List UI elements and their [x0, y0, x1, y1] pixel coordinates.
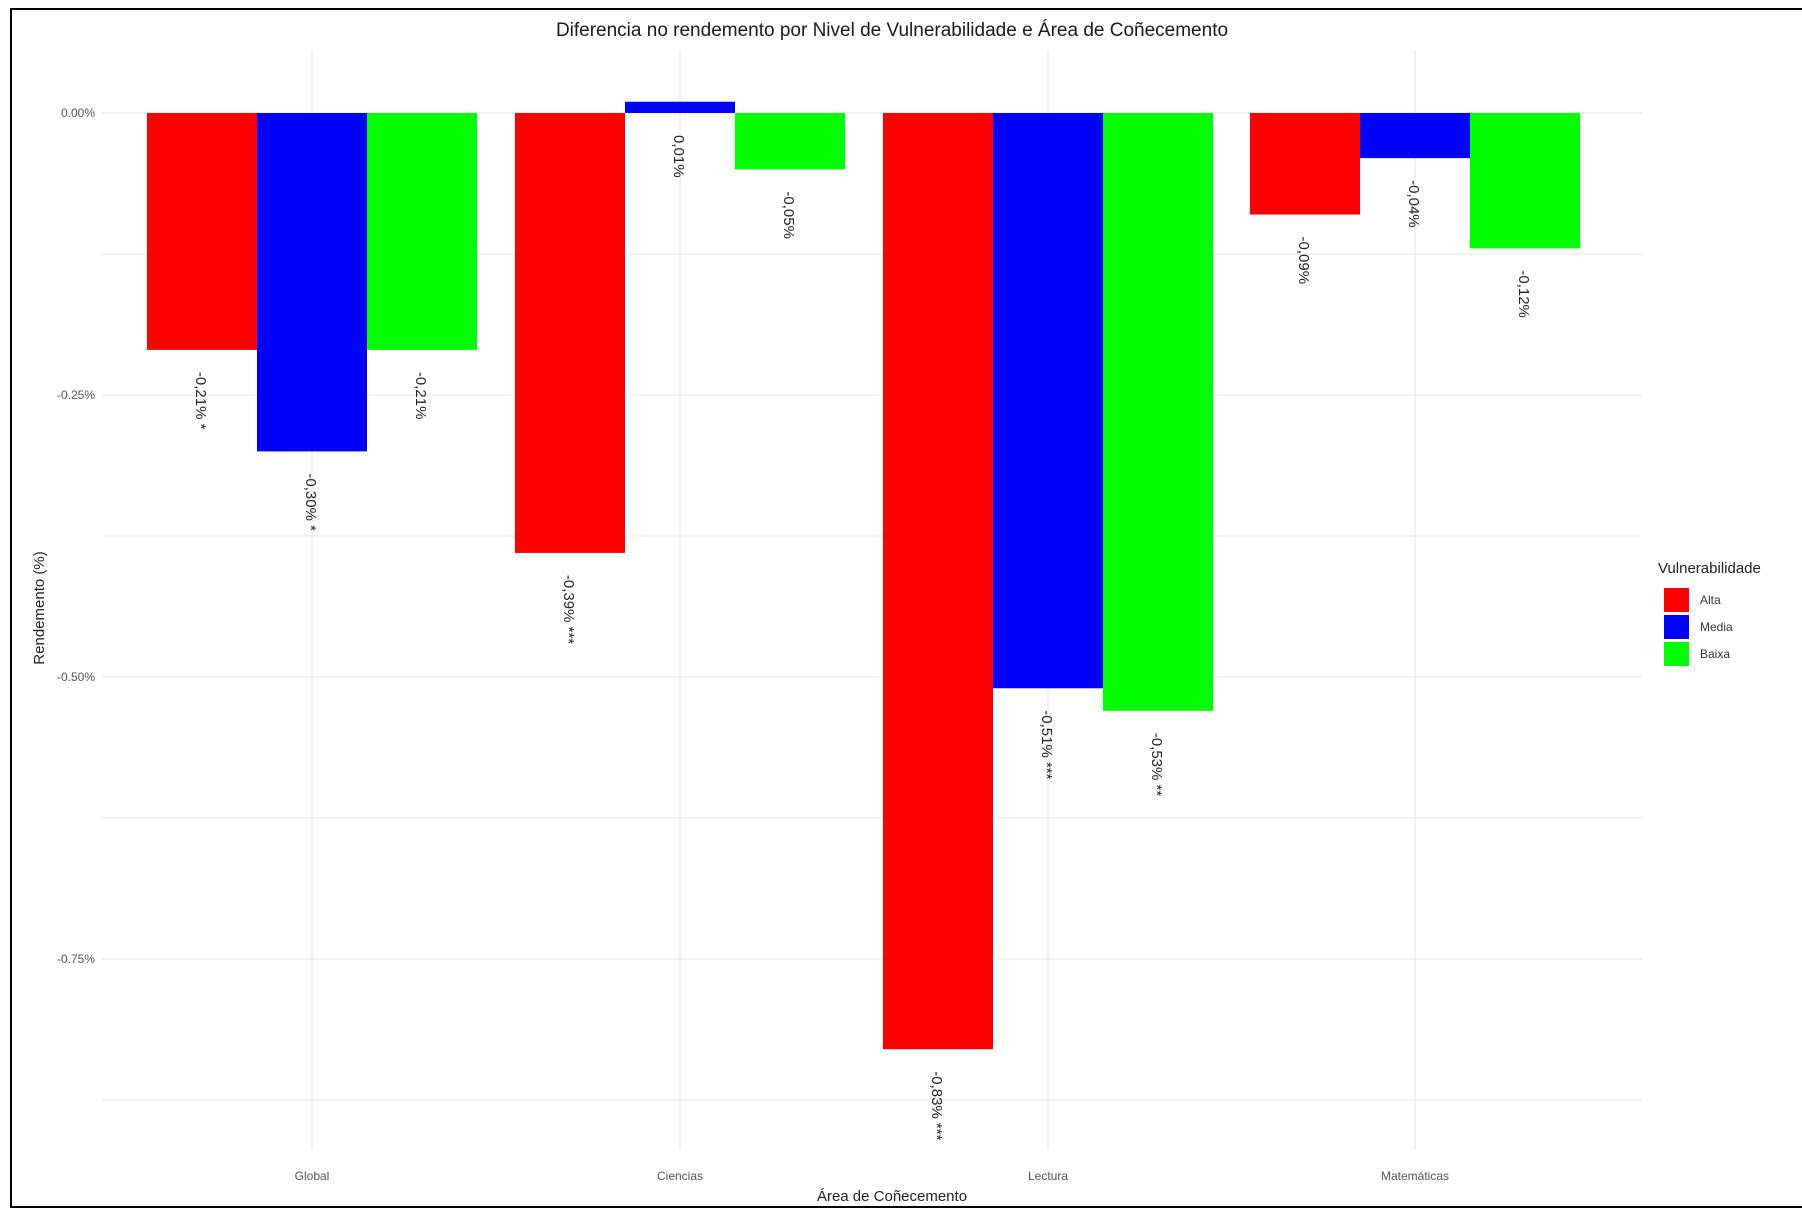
legend-label: Alta — [1700, 593, 1721, 607]
bar — [367, 113, 477, 350]
data-label: -0,39% *** — [560, 575, 577, 644]
y-tick-layer: 0.00% -0.25% -0.50% -0.75% — [57, 106, 95, 966]
legend-label: Baixa — [1700, 647, 1730, 661]
y-axis-title: Rendemento (%) — [31, 551, 48, 664]
data-label: 0,01% — [670, 135, 687, 178]
y-tick-label: -0.25% — [57, 388, 95, 402]
legend-swatch — [1664, 642, 1689, 666]
x-tick-layer: Global Ciencias Lectura Matemáticas — [295, 1169, 1449, 1183]
legend-swatch — [1664, 615, 1689, 639]
x-tick-label: Matemáticas — [1381, 1169, 1449, 1183]
bar — [1470, 113, 1580, 249]
legend-title: Vulnerabilidade — [1658, 560, 1761, 577]
bar — [147, 113, 257, 350]
x-axis-title: Área de Coñecemento — [817, 1188, 967, 1205]
legend-items: Alta Media Baixa — [1664, 588, 1733, 666]
bar-layer — [147, 101, 1580, 1050]
y-tick-label: 0.00% — [61, 106, 95, 120]
bar — [625, 101, 735, 113]
data-label: -0,09% — [1295, 237, 1312, 285]
bar — [257, 113, 367, 452]
x-tick-label: Global — [295, 1169, 330, 1183]
bar-chart: -0,21% * -0,39% *** -0,83% *** -0,09% -0,30%… — [31, 20, 1761, 1205]
data-label: -0,83% *** — [928, 1071, 945, 1140]
chart-title: Diferencia no rendemento por Nivel de Vu… — [556, 20, 1228, 41]
legend-label: Media — [1700, 620, 1733, 634]
data-label: -0,05% — [780, 191, 797, 239]
data-label: -0,12% — [1515, 270, 1532, 318]
data-label: -0,30% * — [302, 473, 319, 531]
bar — [735, 113, 845, 170]
data-label: -0,51% *** — [1038, 710, 1055, 779]
bar — [883, 113, 993, 1050]
bar — [1250, 113, 1360, 215]
data-label: -0,53% ** — [1148, 733, 1165, 797]
bar — [993, 113, 1103, 689]
y-tick-label: -0.50% — [57, 670, 95, 684]
x-tick-label: Ciencias — [657, 1169, 703, 1183]
bar — [1103, 113, 1213, 711]
y-tick-label: -0.75% — [57, 952, 95, 966]
data-label-layer: -0,21% * -0,39% *** -0,83% *** -0,09% -0,30%… — [192, 135, 1532, 1141]
legend: Vulnerabilidade Alta Media Baixa — [1658, 560, 1761, 666]
data-label: -0,21% — [412, 372, 429, 420]
bar — [515, 113, 625, 553]
chart-frame: -0,21% * -0,39% *** -0,83% *** -0,09% -0,30%… — [10, 8, 1802, 1208]
legend-swatch — [1664, 588, 1689, 612]
data-label: -0,21% * — [192, 372, 209, 430]
bar — [1360, 113, 1470, 159]
x-tick-label: Lectura — [1028, 1169, 1068, 1183]
data-label: -0,04% — [1405, 180, 1422, 228]
